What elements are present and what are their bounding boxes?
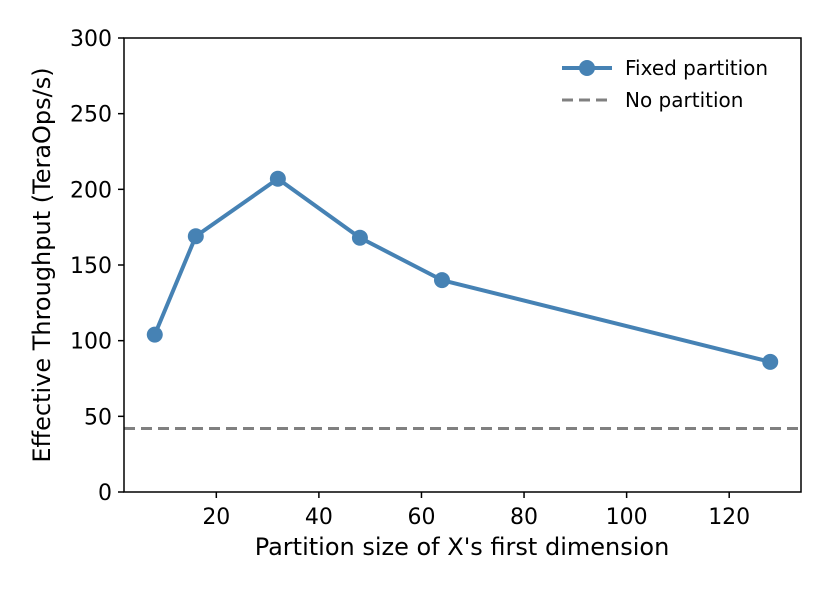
x-tick-label: 40 [305,505,333,530]
y-tick-label: 50 [84,405,112,430]
plot-area [124,170,801,430]
data-point [351,229,368,246]
y-tick-label: 200 [70,178,112,203]
x-tick-label: 120 [708,505,750,530]
y-tick-label: 100 [70,330,112,355]
y-tick-label: 300 [70,27,112,52]
data-point [762,353,779,370]
x-tick-label: 80 [510,505,538,530]
y-tick-label: 150 [70,254,112,279]
legend-label-no-partition: No partition [625,88,743,112]
y-tick-label: 250 [70,103,112,128]
y-tick-label: 0 [98,481,112,506]
y-axis-label: Effective Throughput (TeraOps/s) [28,67,56,462]
series-line-fixed-partition [152,176,771,364]
legend: Fixed partition No partition [562,56,768,112]
data-point [269,170,286,187]
ticks: 20 40 60 80 100 120 0 50 100 150 200 250 300 [70,27,750,530]
x-axis-label: Partition size of X's first dimension [255,533,670,561]
x-tick-label: 60 [407,505,435,530]
x-tick-label: 100 [606,505,648,530]
data-point [146,326,163,343]
legend-marker-fixed-partition [579,60,595,76]
data-point [187,228,204,245]
legend-label-fixed-partition: Fixed partition [625,56,768,80]
x-tick-label: 20 [202,505,230,530]
data-point [433,272,450,289]
